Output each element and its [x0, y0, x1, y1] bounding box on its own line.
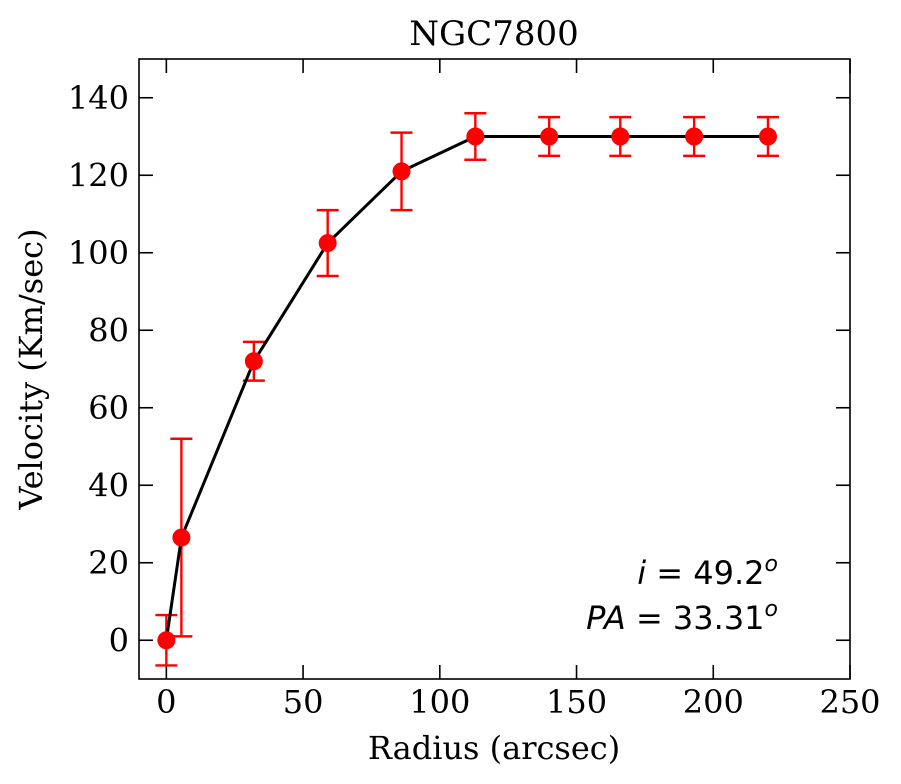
x-axis-ticks: 0 50 100 150 200 250: [156, 59, 881, 721]
data-point: [540, 127, 559, 146]
rotation-curve-line: [164, 135, 768, 641]
data-point: [244, 352, 263, 371]
pa-degree: o: [765, 597, 778, 622]
pa-value: = 33.31: [626, 599, 765, 637]
inclination-annotation: i = 49.2o: [637, 552, 778, 592]
y-tick-label: 140: [68, 79, 129, 117]
data-point: [685, 127, 704, 146]
y-tick-label: 80: [88, 311, 129, 349]
y-axis-ticks: 0 20 40 60 80 100 120 140: [68, 79, 850, 659]
y-tick-label: 20: [88, 544, 129, 582]
x-tick-label: 200: [683, 683, 744, 721]
y-tick-label: 40: [88, 466, 129, 504]
data-point: [611, 127, 630, 146]
data-points: [157, 127, 777, 650]
chart-title: NGC7800: [409, 14, 578, 54]
x-tick-label: 250: [819, 683, 880, 721]
plot-frame: [138, 58, 851, 680]
inclination-value: = 49.2: [646, 554, 764, 592]
x-tick-label: 100: [409, 683, 470, 721]
data-point: [318, 234, 337, 253]
x-axis-label: Radius (arcsec): [368, 729, 620, 767]
y-tick-label: 60: [88, 389, 129, 427]
data-point: [758, 127, 777, 146]
x-tick-label: 150: [546, 683, 607, 721]
y-tick-label: 0: [109, 621, 129, 659]
inclination-degree: o: [765, 552, 778, 577]
x-tick-label: 50: [283, 683, 324, 721]
y-tick-label: 100: [68, 234, 129, 272]
y-axis-label: Velocity (Km/sec): [12, 228, 50, 510]
x-tick-label: 0: [156, 683, 176, 721]
data-point: [157, 631, 176, 650]
data-point: [392, 162, 411, 181]
data-point: [172, 528, 191, 547]
y-tick-label: 120: [68, 156, 129, 194]
data-point: [466, 127, 485, 146]
inclination-symbol: i: [637, 554, 646, 592]
pa-annotation: PA = 33.31o: [586, 597, 778, 637]
pa-symbol: PA: [586, 599, 626, 637]
